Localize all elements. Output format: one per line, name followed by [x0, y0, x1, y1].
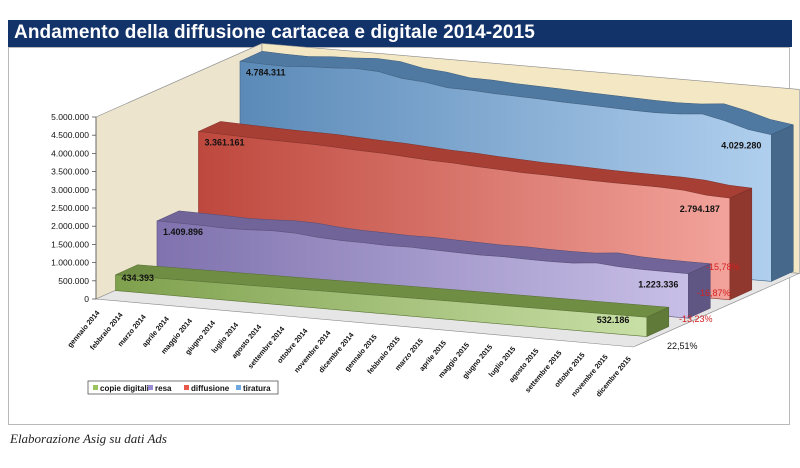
source-caption: Elaborazione Asig su dati Ads — [10, 431, 167, 446]
change-label: -16,87% — [697, 288, 731, 298]
legend-swatch — [148, 385, 153, 390]
change-label: 22,51% — [667, 341, 698, 351]
series-copie-digitali: 434.393 532.186 — [115, 264, 670, 337]
y-tick-label: 1.000.000 — [51, 258, 89, 268]
y-tick-label: 5.000.000 — [51, 112, 89, 122]
y-tick-label: 3.500.000 — [51, 167, 89, 177]
legend-swatch — [184, 385, 189, 390]
series-front — [156, 220, 689, 319]
series-resa: 1.409.896 1.223.336 — [156, 210, 712, 319]
y-tick-label: 1.500.000 — [51, 239, 89, 249]
start-value-label: 434.393 — [122, 273, 155, 283]
y-tick-label: 500.000 — [58, 276, 89, 286]
legend: copie digitali resa diffusione tiratura — [87, 380, 279, 395]
legend-entry: tiratura — [243, 384, 271, 393]
change-labels: 22,51% -13,23% -16,87% -15,78% — [667, 262, 740, 351]
legend-entry: resa — [155, 384, 172, 393]
start-value-label: 1.409.896 — [163, 227, 203, 237]
chart-title: Andamento della diffusione cartacea e di… — [14, 22, 535, 43]
legend-entry: copie digitali — [100, 384, 149, 393]
y-tick-label: 2.500.000 — [51, 203, 89, 213]
start-value-label: 4.784.311 — [246, 67, 286, 77]
legend-box — [87, 380, 279, 395]
y-tick-label: 4.500.000 — [51, 130, 89, 140]
y-tick-label: 2.000.000 — [51, 221, 89, 231]
start-value-label: 3.361.161 — [205, 137, 245, 147]
y-axis: 0 500.000 1.000.000 1.500.000 2.000.000 2.500… — [51, 112, 97, 304]
legend-swatch — [236, 385, 241, 390]
y-tick-label: 3.000.000 — [51, 185, 89, 195]
change-label: -13,23% — [679, 314, 713, 324]
end-value-label: 4.029.280 — [721, 141, 761, 151]
end-value-label: 1.223.336 — [638, 280, 678, 290]
end-value-label: 2.794.187 — [680, 204, 720, 214]
y-tick-label: 0 — [84, 294, 89, 304]
y-tick-label: 4.000.000 — [51, 148, 89, 158]
end-value-label: 532.186 — [597, 315, 630, 325]
legend-swatch — [93, 385, 98, 390]
series-side — [729, 187, 753, 301]
series-side — [771, 124, 794, 282]
title-bar: Andamento della diffusione cartacea e di… — [8, 20, 792, 47]
series-front — [115, 274, 648, 337]
change-label: -15,78% — [706, 262, 740, 272]
legend-entry: diffusione — [191, 384, 230, 393]
